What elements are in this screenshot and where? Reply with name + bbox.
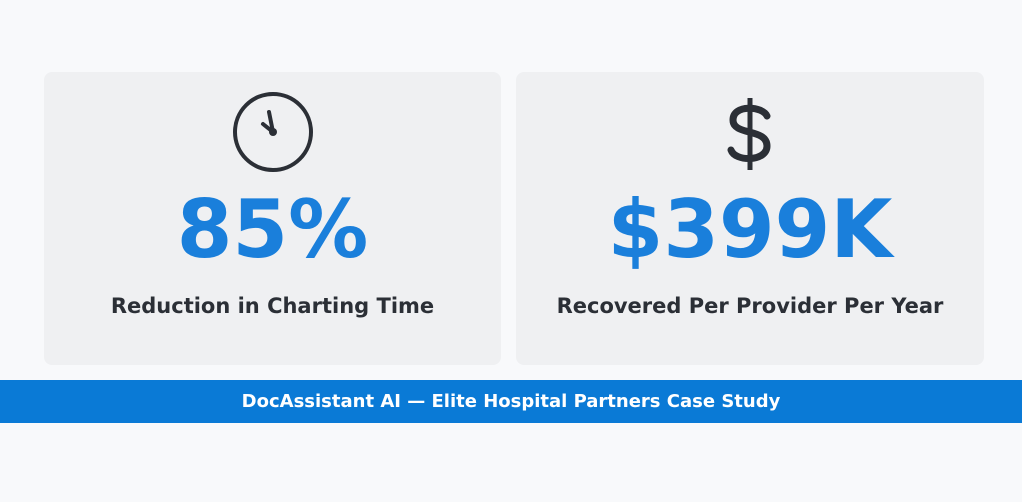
dollar-icon [727, 98, 771, 170]
clock-icon [232, 92, 313, 172]
stat-value: $399K [607, 183, 893, 276]
stat-card: 85% Reduction in Charting Time [44, 72, 501, 365]
stat-label: Reduction in Charting Time [110, 294, 435, 318]
banner: DocAssistant AI — Elite Hospital Partner… [0, 380, 1022, 423]
stat-label: Recovered Per Provider Per Year [556, 294, 944, 318]
stat-value: 85% [176, 183, 369, 276]
stat-card: $399K Recovered Per Provider Per Year [516, 72, 984, 365]
